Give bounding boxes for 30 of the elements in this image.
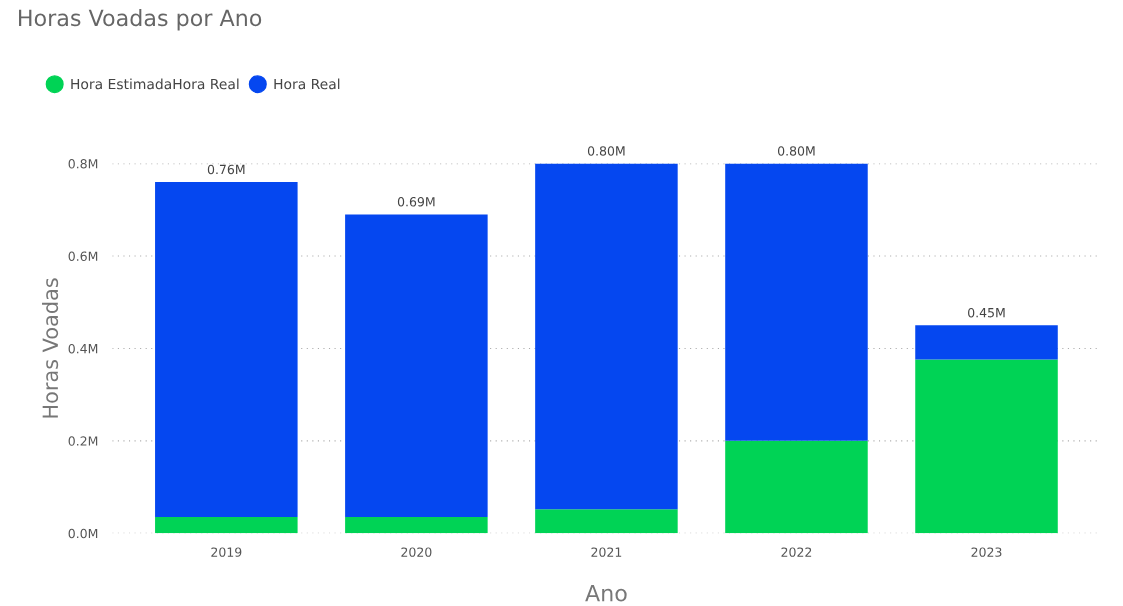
- bar: [535, 163, 678, 510]
- x-axis-title: Ano: [585, 584, 627, 602]
- bar: [915, 359, 1058, 534]
- x-tick-label: 2023: [971, 547, 1002, 557]
- bar: [725, 163, 868, 441]
- total-label: 0.80M: [587, 146, 625, 156]
- bar: [915, 325, 1058, 360]
- bar: [345, 517, 488, 534]
- x-tick-label: 2022: [781, 547, 812, 557]
- y-tick-label: 0.0M: [68, 528, 98, 539]
- legend-label: Hora Real: [274, 78, 340, 90]
- y-tick-label: 0.6M: [68, 251, 98, 261]
- total-label: 0.76M: [207, 164, 245, 175]
- x-tick-label: 2021: [591, 547, 622, 557]
- y-tick-label: 0.2M: [68, 436, 98, 446]
- x-tick-label: 2019: [211, 547, 242, 557]
- bar: [155, 182, 298, 518]
- chart-title: Horas Voadas por Ano: [19, 9, 262, 31]
- bar: [345, 214, 488, 518]
- legend-label: Hora EstimadaHora Real: [71, 78, 239, 90]
- y-tick-label: 0.4M: [68, 343, 98, 354]
- total-label: 0.69M: [397, 197, 435, 207]
- bar: [535, 509, 678, 534]
- bar: [155, 517, 298, 534]
- y-tick-label: 0.8M: [68, 159, 98, 169]
- x-tick-label: 2020: [401, 547, 432, 557]
- total-label: 0.80M: [777, 146, 815, 156]
- y-axis-title: Horas Voadas: [42, 278, 59, 418]
- total-label: 0.45M: [968, 307, 1005, 318]
- bar: [725, 440, 868, 534]
